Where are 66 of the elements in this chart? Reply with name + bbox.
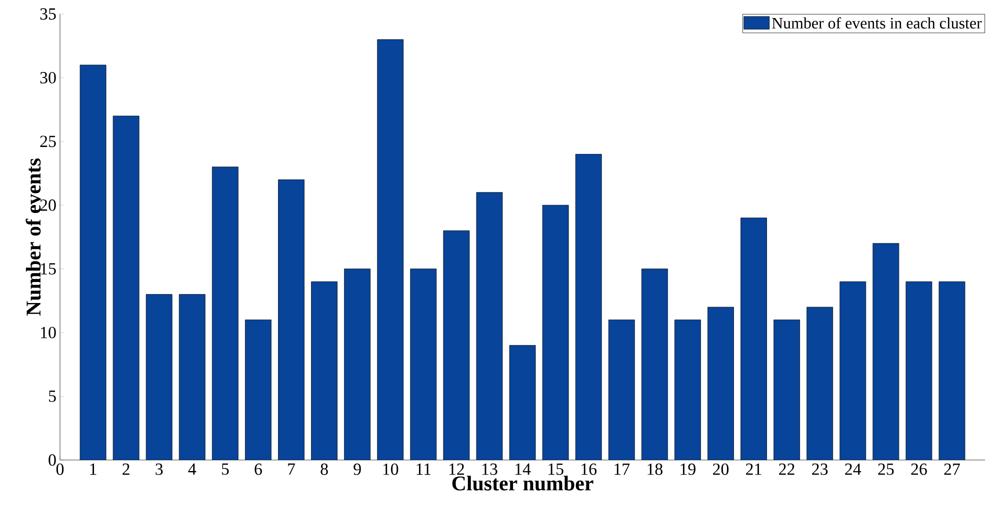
x-tick-label: 23 [812,464,828,475]
bar [344,268,370,460]
bar [542,205,569,460]
bar [740,218,767,460]
bar [938,281,966,460]
x-tick-label: 13 [482,464,498,475]
bar [410,268,436,460]
x-tick-label: 15 [548,464,564,475]
bar [608,320,635,460]
bar [806,307,833,460]
y-tick-label: 15 [41,263,56,275]
x-tick-label: 3 [156,464,163,475]
x-tick-label: 11 [416,464,431,475]
bar [642,268,668,460]
bar [278,180,304,460]
x-tick-label: 16 [582,464,597,475]
x-tick-label: 4 [188,464,196,475]
y-tick-label: 30 [40,72,56,84]
x-tick-label: 22 [779,464,794,475]
bar [146,294,172,460]
bar [674,320,701,460]
x-tick-label: 18 [648,464,662,475]
x-tick-label: 2 [122,464,130,475]
x-tick-label: 24 [845,464,862,475]
x-tick-label: 20 [713,464,729,475]
bar [245,320,272,460]
y-tick-label: 35 [40,8,56,20]
bar [179,294,206,460]
x-tick-label: 14 [516,464,531,475]
x-tick-label: 10 [383,464,398,475]
bar [311,282,338,460]
x-tick-label: 19 [680,464,696,475]
x-tick-label: 12 [449,464,464,475]
x-tick-label: 6 [254,464,262,475]
x-tick-label: 1 [90,464,96,475]
y-axis-title: Number of events [26,158,41,316]
x-tick-label: 21 [746,464,762,475]
bar [443,230,470,460]
bar [840,282,866,460]
x-tick-label: 5 [222,464,229,475]
legend-label: Number of events in each cluster [772,17,982,29]
x-tick-label: 17 [614,464,630,475]
x-tick-label: 27 [944,464,960,475]
x-tick-label: 9 [354,464,361,475]
x-tick-label: 0 [56,464,64,475]
y-tick-label: 25 [40,136,56,148]
bar [576,154,602,460]
bar [113,116,140,460]
x-tick-label: 7 [288,464,295,475]
bar [377,39,404,460]
bar [510,345,536,460]
y-tick-label: 10 [41,326,56,338]
y-tick-label: 5 [48,390,56,402]
y-tick-label: 0 [48,454,56,466]
y-tick-label: 20 [40,199,56,211]
bar [476,192,502,460]
x-tick-label: 26 [911,464,927,475]
x-tick-label: 25 [878,464,894,475]
bar [906,282,932,460]
x-axis-title: Cluster number [452,476,594,491]
bar [212,166,238,460]
bar [872,243,899,460]
bar [80,64,106,460]
x-tick-label: 8 [320,464,328,475]
bar [708,307,734,460]
bar [774,320,800,460]
